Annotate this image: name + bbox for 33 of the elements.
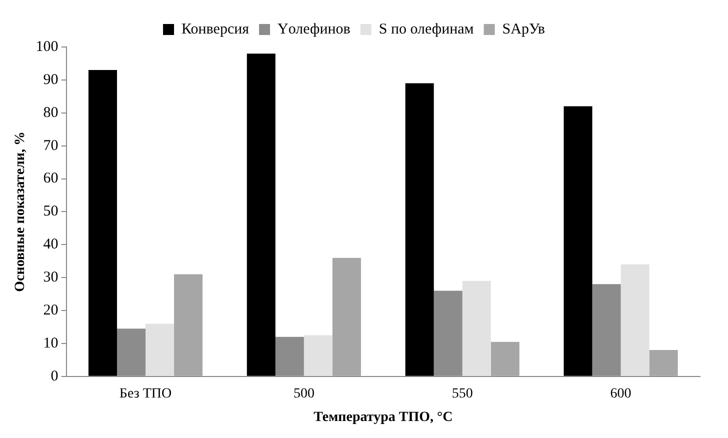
bar bbox=[649, 350, 678, 376]
bar bbox=[405, 83, 434, 376]
y-tick-label: 20 bbox=[43, 302, 58, 318]
x-tick-label: Без ТПО bbox=[119, 386, 172, 402]
y-tick-label: 80 bbox=[43, 104, 58, 121]
bar bbox=[146, 324, 174, 376]
y-tick-label: 40 bbox=[43, 236, 58, 253]
x-axis-title: Температура ТПО, °С bbox=[314, 410, 453, 426]
bar bbox=[88, 70, 117, 376]
x-tick-label: 500 bbox=[293, 386, 314, 402]
bar bbox=[564, 106, 592, 376]
y-tick-label: 10 bbox=[43, 335, 58, 352]
bar bbox=[304, 335, 332, 376]
y-tick-label: 60 bbox=[43, 170, 58, 187]
y-tick-label: 30 bbox=[43, 270, 58, 286]
legend-label: Конверсия bbox=[182, 21, 250, 38]
bar bbox=[620, 264, 650, 376]
bar bbox=[490, 342, 520, 376]
y-tick-label: 50 bbox=[43, 204, 58, 220]
y-axis-title: Основные показатели, % bbox=[13, 132, 28, 292]
y-tick-label: 100 bbox=[36, 38, 58, 55]
y-tick-label: 90 bbox=[43, 72, 58, 88]
x-tick-label: 600 bbox=[610, 386, 632, 402]
bar bbox=[246, 54, 276, 376]
y-tick-label: 0 bbox=[50, 368, 58, 384]
bar bbox=[174, 274, 203, 376]
bar bbox=[332, 258, 361, 376]
legend-label: S по олефинам bbox=[378, 21, 474, 38]
legend-label: Yолефинов bbox=[278, 21, 350, 38]
legend-label: SАрУв bbox=[502, 21, 545, 38]
x-tick-label: 550 bbox=[452, 386, 473, 402]
y-tick-label: 70 bbox=[43, 138, 58, 154]
bar bbox=[462, 280, 491, 376]
